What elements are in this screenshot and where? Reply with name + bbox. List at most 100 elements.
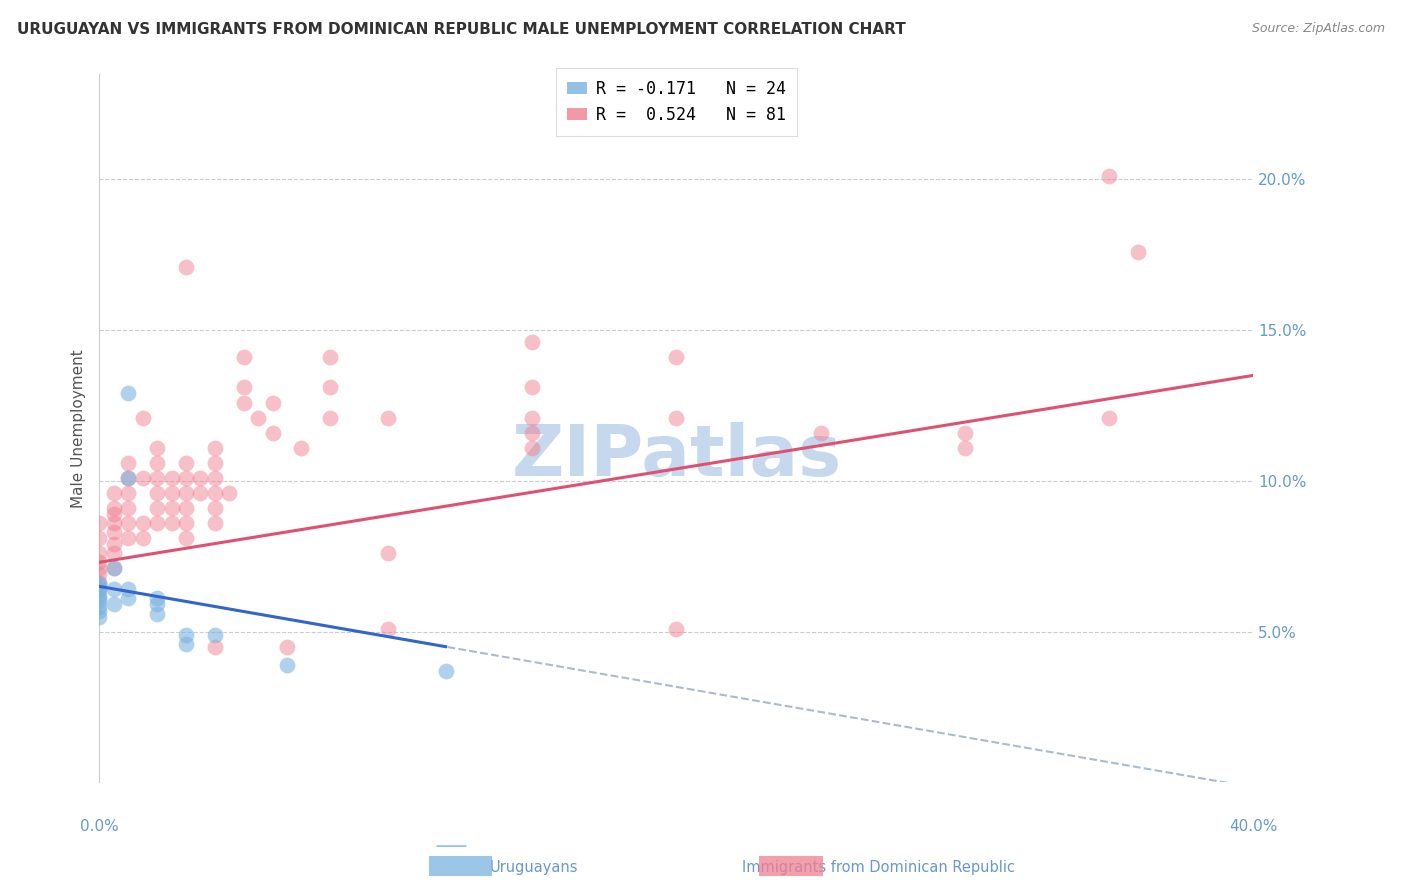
Point (146, 591, 169, 606)
Point (319, 380, 342, 394)
Point (160, 471, 183, 485)
Point (276, 657, 298, 672)
Point (103, 501, 125, 516)
Point (89, 567, 111, 582)
Point (89, 516, 111, 530)
Point (89, 546, 111, 560)
Point (204, 441, 226, 455)
Point (89, 576, 111, 591)
Point (117, 471, 139, 485)
Point (146, 441, 169, 455)
Point (204, 456, 226, 470)
Text: Immigrants from Dominican Republic: Immigrants from Dominican Republic (742, 860, 1015, 874)
Legend: R = -0.171   N = 24, R =  0.524   N = 81: R = -0.171 N = 24, R = 0.524 N = 81 (555, 68, 797, 136)
Point (174, 531, 197, 545)
Point (174, 627, 197, 641)
Point (89, 579, 111, 593)
Point (117, 591, 139, 606)
Point (204, 640, 226, 654)
Point (174, 471, 197, 485)
Point (174, 501, 197, 516)
Point (665, 410, 688, 425)
Point (262, 395, 284, 409)
Point (146, 456, 169, 470)
Text: 40.0%: 40.0% (1229, 819, 1278, 833)
Point (953, 441, 976, 455)
Point (117, 456, 139, 470)
Point (131, 531, 153, 545)
Point (262, 425, 284, 440)
Point (665, 622, 688, 636)
Point (117, 486, 139, 500)
Point (117, 386, 139, 401)
Point (103, 561, 125, 575)
Point (103, 582, 125, 597)
Text: Uruguayans: Uruguayans (491, 860, 578, 874)
Point (522, 380, 544, 394)
Point (377, 410, 399, 425)
Point (89, 555, 111, 569)
Point (103, 516, 125, 530)
Point (117, 531, 139, 545)
Point (319, 410, 342, 425)
Point (146, 486, 169, 500)
Point (103, 486, 125, 500)
Point (174, 486, 197, 500)
Point (146, 471, 169, 485)
Point (522, 410, 544, 425)
Text: 0.0%: 0.0% (80, 819, 120, 833)
Point (131, 516, 153, 530)
Point (434, 664, 457, 678)
Point (146, 598, 169, 612)
Point (247, 410, 270, 425)
Point (117, 516, 139, 530)
Point (377, 622, 399, 636)
Point (89, 603, 111, 617)
Point (1098, 410, 1121, 425)
Point (117, 582, 139, 597)
Point (146, 516, 169, 530)
Point (232, 395, 254, 409)
Point (190, 471, 212, 485)
Text: Source: ZipAtlas.com: Source: ZipAtlas.com (1251, 22, 1385, 36)
Point (665, 351, 688, 365)
Point (160, 501, 183, 516)
Point (89, 531, 111, 545)
Point (204, 486, 226, 500)
Point (174, 260, 197, 274)
Point (174, 456, 197, 470)
Point (103, 507, 125, 521)
Point (89, 589, 111, 603)
Point (89, 582, 111, 597)
Point (117, 501, 139, 516)
Point (89, 609, 111, 624)
Point (103, 561, 125, 575)
Text: URUGUAYAN VS IMMIGRANTS FROM DOMINICAN REPUBLIC MALE UNEMPLOYMENT CORRELATION CH: URUGUAYAN VS IMMIGRANTS FROM DOMINICAN R… (17, 22, 905, 37)
Point (117, 471, 139, 485)
Point (232, 380, 254, 394)
Point (190, 486, 212, 500)
Point (810, 425, 832, 440)
Point (160, 486, 183, 500)
Point (522, 441, 544, 455)
Point (319, 351, 342, 365)
Point (174, 516, 197, 530)
Point (204, 516, 226, 530)
Point (174, 637, 197, 651)
Point (218, 486, 240, 500)
Point (103, 546, 125, 560)
Point (89, 576, 111, 591)
Point (89, 600, 111, 615)
Point (103, 598, 125, 612)
Point (146, 607, 169, 621)
Point (290, 441, 312, 455)
Point (89, 582, 111, 597)
Point (1126, 244, 1149, 259)
Point (1098, 169, 1121, 184)
Point (204, 627, 226, 641)
Point (953, 425, 976, 440)
Point (89, 561, 111, 575)
Point (103, 525, 125, 540)
Point (377, 546, 399, 560)
Point (276, 640, 298, 654)
